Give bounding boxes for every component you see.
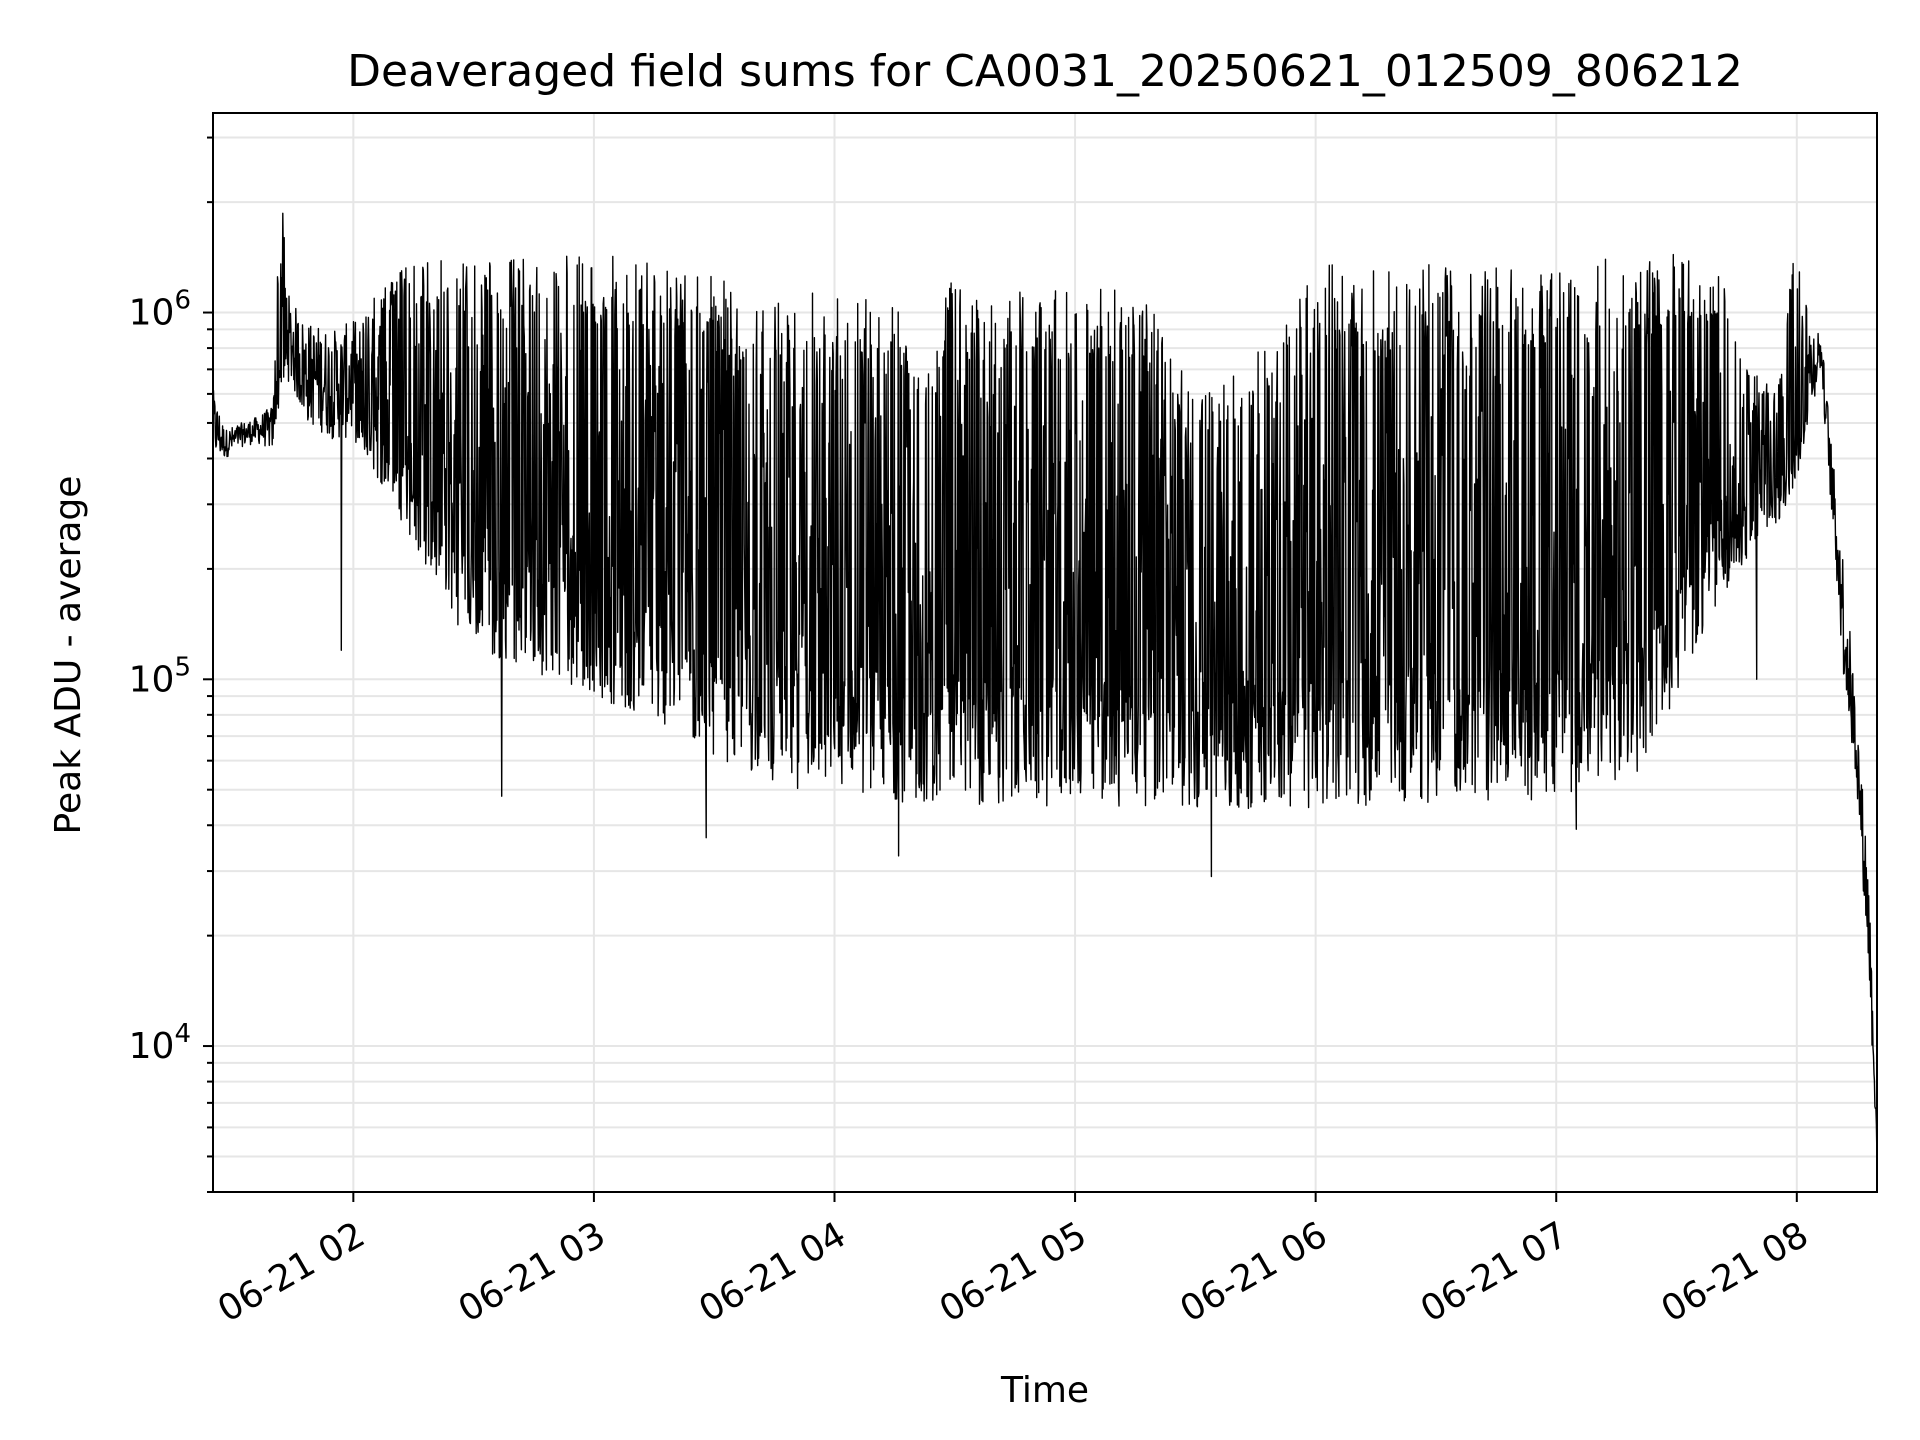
- y-tick-label: 105: [129, 652, 191, 700]
- y-tick-exponent: 6: [174, 286, 191, 316]
- y-tick-label: 106: [129, 286, 191, 334]
- y-tick-label: 104: [129, 1019, 191, 1067]
- y-axis-label: Peak ADU - average: [48, 476, 89, 835]
- y-tick-base: 10: [129, 1026, 175, 1067]
- y-tick-base: 10: [129, 659, 175, 700]
- y-tick-exponent: 4: [174, 1019, 191, 1049]
- plot-area: [212, 212, 1878, 1150]
- y-tick-base: 10: [129, 293, 175, 334]
- x-axis-label: Time: [1000, 1370, 1089, 1411]
- axes-frame: [212, 112, 1878, 1193]
- chart-title: Deaveraged field sums for CA0031_2025062…: [347, 46, 1743, 97]
- data-series-line: [212, 212, 1878, 1150]
- y-tick-exponent: 5: [174, 652, 191, 682]
